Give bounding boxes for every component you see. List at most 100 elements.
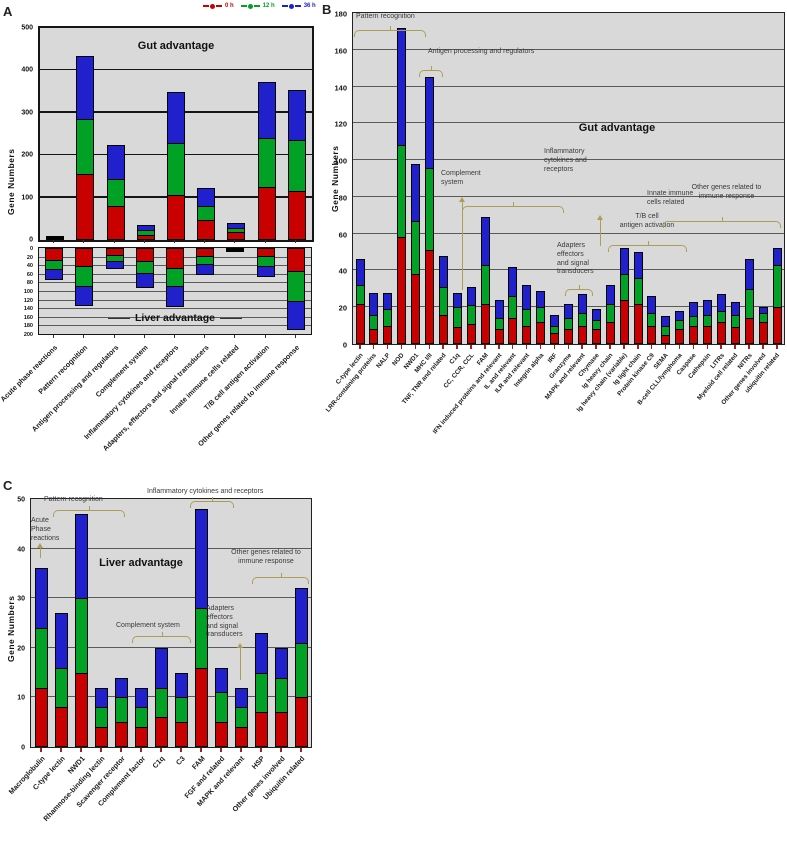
- bar-segment-0h: [274, 712, 288, 747]
- bar-segment-0h: [744, 318, 754, 344]
- bar-segment-0h: [397, 237, 407, 344]
- category-label: Acute phase reactions: [0, 343, 60, 404]
- bar-segment-0h: [550, 333, 560, 344]
- y-tick-label: 40: [338, 266, 347, 276]
- bar-segment-0h: [536, 321, 546, 344]
- bar-segment-0h: [287, 191, 306, 240]
- bar-segment-0h: [174, 722, 188, 747]
- axis-tick: [160, 748, 162, 752]
- legend-marker-dot: [288, 3, 294, 9]
- axis-tick: [113, 335, 115, 338]
- axis-tick: [720, 345, 722, 349]
- y-tick-label: 160: [23, 314, 33, 321]
- gut-advantage-plot: Gut advantage: [38, 26, 314, 242]
- axis-tick: [100, 748, 102, 752]
- bar-segment-0h: [94, 727, 108, 747]
- liver-advantage-title: Liver advantage: [39, 312, 311, 324]
- panel-b: B Gene Numbers 0 20 40 60 80 100 120 140 160 180 …: [322, 0, 787, 475]
- y-tick-label: 400: [21, 66, 33, 74]
- axis-tick: [400, 345, 403, 349]
- axis-tick: [372, 345, 375, 349]
- gridline: [40, 68, 312, 71]
- annotation-tb-cell: T/B cell antigen activation: [619, 213, 675, 229]
- bar-segment-0h: [522, 325, 532, 344]
- legend-line: [281, 5, 288, 7]
- liver-advantage-plot-c: Liver advantage: [30, 498, 312, 748]
- axis-tick: [220, 748, 222, 752]
- y-tick-label: 40: [26, 263, 33, 270]
- bar-segment-0h: [619, 299, 629, 344]
- y-axis-ticks: 0 20 40 60 80 100 120 140 160 180: [326, 10, 350, 350]
- bar-segment-0h: [194, 667, 208, 747]
- legend-label: 0 h: [225, 3, 234, 9]
- axis-tick: [234, 335, 236, 338]
- gridline: [39, 316, 311, 318]
- axis-tick: [204, 335, 206, 338]
- panel-c-letter: C: [3, 478, 13, 493]
- bar-segment-0h: [605, 321, 615, 344]
- gridline: [31, 696, 311, 698]
- axis-tick: [470, 345, 472, 349]
- x-axis-ticks: [352, 345, 783, 349]
- axis-tick: [456, 345, 458, 349]
- annotation-adapters: Adapters effectors and signal transducer…: [557, 242, 594, 276]
- y-axis-ticks: 0 10 20 30 40 50: [4, 497, 28, 752]
- axis-tick: [143, 240, 145, 243]
- y-tick-label: 60: [26, 271, 33, 278]
- y-tick-label: 20: [17, 645, 25, 653]
- bar-segment-0h: [661, 334, 671, 344]
- category-label: Complement system: [94, 343, 151, 400]
- gridline: [31, 547, 311, 549]
- y-tick-label: 0: [29, 246, 33, 252]
- gridline: [31, 597, 311, 599]
- y-tick-label: 200: [21, 151, 33, 159]
- y-axis-ticks-upper: 0 100 200 300 400 500: [12, 25, 36, 244]
- bar-segment-0h: [134, 727, 148, 747]
- bracket: [608, 241, 687, 252]
- bar-segment-0h: [383, 325, 393, 344]
- gridline: [353, 122, 784, 124]
- axis-tick: [200, 748, 202, 752]
- axis-tick: [264, 335, 266, 338]
- bar-segment-0h: [730, 327, 740, 344]
- bar-segment-0h: [166, 248, 184, 269]
- y-tick-label: 0: [21, 744, 25, 752]
- x-axis-ticks: [30, 748, 310, 752]
- axis-tick: [53, 240, 55, 243]
- axis-tick: [140, 748, 142, 752]
- axis-tick: [180, 748, 182, 752]
- annotation-innate-immune: Innate immune cells related: [647, 190, 694, 206]
- y-tick-label: 100: [334, 156, 347, 166]
- bar-segment-0h: [114, 722, 128, 747]
- x-axis-ticks: [38, 335, 310, 339]
- y-axis-title: Gene Numbers: [6, 595, 16, 662]
- category-labels: Acute phase reactions Pattern recognition…: [0, 341, 310, 465]
- y-tick-label: 80: [26, 280, 33, 287]
- axis-tick: [113, 240, 115, 243]
- bar-segment-0h: [167, 194, 185, 240]
- annotation-other-genes: Other genes related to immune response: [231, 549, 301, 565]
- y-tick-label: 100: [21, 194, 33, 202]
- bar-segment-0h: [197, 219, 216, 240]
- axis-tick: [83, 240, 85, 243]
- y-tick-label: 40: [17, 546, 25, 554]
- category-label: C1q: [150, 754, 167, 771]
- panel-a-letter: A: [3, 4, 13, 19]
- category-labels: Macroglobulin C-type lectin NWD1 Rhamnose-b…: [6, 752, 310, 841]
- axis-tick: [623, 345, 625, 349]
- axis-tick: [609, 345, 611, 349]
- axis-tick: [511, 345, 514, 349]
- gridline: [353, 232, 784, 234]
- y-tick-label: 30: [17, 595, 25, 603]
- gridline: [353, 48, 784, 50]
- annotation-pattern-recognition: Pattern recognition: [356, 13, 415, 20]
- y-tick-label: 60: [338, 230, 347, 240]
- axis-tick: [637, 345, 639, 349]
- category-label: C3: [173, 754, 187, 767]
- bar-segment-0h: [689, 325, 699, 344]
- axis-tick: [484, 345, 486, 349]
- axis-tick: [748, 345, 750, 349]
- bar-segment-0h: [425, 250, 434, 344]
- legend-item-0h: 0 h: [203, 3, 234, 9]
- y-tick-label: 300: [21, 109, 33, 117]
